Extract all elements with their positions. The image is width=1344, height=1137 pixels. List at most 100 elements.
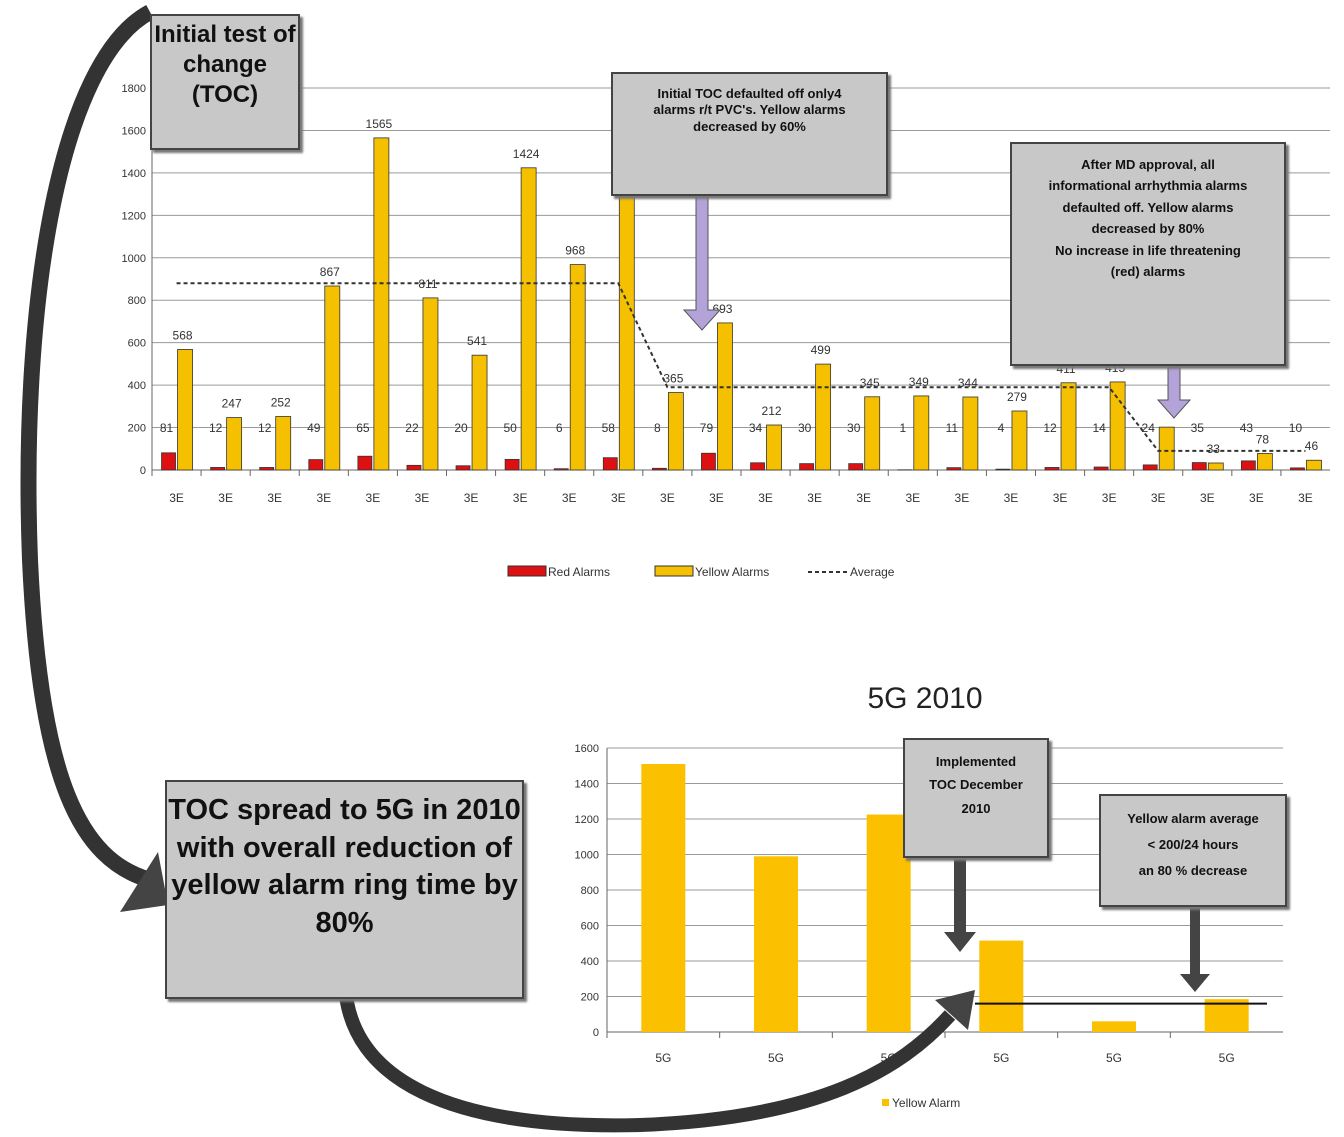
red-bar xyxy=(1093,466,1109,471)
chart-title: 5G 2010 xyxy=(867,682,982,715)
yellow-bar xyxy=(766,424,782,471)
callout-line: Initial TOC defaulted off only4 xyxy=(657,86,842,101)
red-bar-label: 10 xyxy=(1289,421,1303,435)
yellow-bar xyxy=(373,137,390,471)
red-bar-label: 49 xyxy=(307,421,321,435)
yellow-bar-label: 811 xyxy=(418,277,437,291)
yellow-bar-label: 33 xyxy=(1207,442,1221,456)
yellow-bar-label: 252 xyxy=(271,396,291,410)
x-tick-label: 3E xyxy=(1151,491,1166,505)
yellow-bar xyxy=(641,763,686,1032)
y-tick-label: 1200 xyxy=(575,814,599,826)
x-tick-label: 3E xyxy=(905,491,920,505)
yellow-bar xyxy=(226,417,243,471)
yellow-bar xyxy=(324,285,341,471)
y-tick-label: 200 xyxy=(128,423,146,435)
callout-line: change xyxy=(182,51,268,78)
yellow-bar-label: 968 xyxy=(565,244,585,258)
red-bar xyxy=(995,468,1011,471)
red-bar-label: 6 xyxy=(556,421,563,435)
red-bar-label: 8 xyxy=(654,421,661,435)
red-bar xyxy=(1290,467,1305,471)
red-bar-label: 24 xyxy=(1142,421,1156,435)
red-bar-label: 50 xyxy=(503,421,517,435)
yellow-bar xyxy=(1306,459,1322,471)
x-tick-label: 3E xyxy=(709,491,724,505)
average-line xyxy=(176,282,1306,452)
red-bar xyxy=(259,467,275,471)
red-bar-label: 58 xyxy=(602,421,616,435)
callout-md-approval: After MD approval, all informational arr… xyxy=(1010,142,1286,366)
legend-label-red: Red Alarms xyxy=(548,565,610,579)
red-bar-label: 12 xyxy=(209,421,223,435)
legend-label-yellow: Yellow Alarms xyxy=(695,565,769,579)
x-tick-label: 5G xyxy=(655,1051,671,1065)
y-tick-label: 0 xyxy=(140,465,146,477)
yellow-bar xyxy=(864,396,881,471)
yellow-bar xyxy=(471,354,488,471)
yellow-bar-label: 349 xyxy=(909,375,929,389)
callout-implemented: Implemented TOC December 2010 xyxy=(903,738,1049,858)
yellow-bar xyxy=(1207,462,1224,471)
yellow-bar xyxy=(815,363,832,471)
yellow-bar xyxy=(1092,1021,1136,1032)
red-bar-label: 4 xyxy=(998,421,1005,435)
yellow-bar-label: 867 xyxy=(320,265,340,279)
legend-label-yellow: Yellow Alarm xyxy=(892,1096,960,1110)
callout-line: (red) alarms xyxy=(1110,264,1186,280)
y-tick-label: 400 xyxy=(128,380,146,392)
callout-line: (TOC) xyxy=(191,81,259,108)
x-tick-label: 3E xyxy=(807,491,822,505)
y-tick-label: 800 xyxy=(128,295,146,307)
x-tick-label: 3E xyxy=(856,491,871,505)
y-tick-label: 1200 xyxy=(122,210,146,222)
legend-swatch-red xyxy=(507,565,547,577)
callout-5g-spread: TOC spread to 5G in 2010 with overall re… xyxy=(165,780,524,999)
callout-line: TOC December xyxy=(929,777,1023,793)
red-bar xyxy=(210,467,226,471)
x-tick-label: 3E xyxy=(267,491,282,505)
red-bar xyxy=(161,452,176,471)
red-bar xyxy=(1044,467,1060,471)
x-tick-label: 3E xyxy=(366,491,381,505)
red-bar xyxy=(946,467,962,471)
red-bar-label: 30 xyxy=(798,421,812,435)
yellow-bar-label: 365 xyxy=(663,372,683,386)
x-tick-label: 3E xyxy=(1298,491,1313,505)
red-bar xyxy=(1240,460,1256,471)
x-tick-label: 3E xyxy=(169,491,184,505)
red-bar-label: 22 xyxy=(405,421,419,435)
red-bar xyxy=(357,455,373,471)
yellow-bar-label: 1565 xyxy=(366,117,393,131)
yellow-bar xyxy=(667,392,684,471)
y-tick-label: 600 xyxy=(128,338,146,350)
yellow-bar xyxy=(275,416,292,471)
yellow-bar xyxy=(422,297,439,471)
yellow-bar-label: 212 xyxy=(762,404,782,418)
yellow-bar-label: 247 xyxy=(222,397,242,411)
callout-line: yellow alarm ring time by xyxy=(171,869,518,902)
callout-line: No increase in life threatening xyxy=(1055,242,1241,258)
callout-line: TOC spread to 5G in 2010 xyxy=(168,794,521,826)
yellow-bar-label: 279 xyxy=(1007,390,1027,404)
red-bar-label: 20 xyxy=(454,421,468,435)
legend-swatch-yellow xyxy=(882,1099,889,1106)
red-bar-label: 12 xyxy=(258,421,272,435)
callout-line: After MD approval, all xyxy=(1081,157,1215,172)
callout-line: informational arrhythmia alarms xyxy=(1048,178,1248,194)
red-bar-label: 11 xyxy=(946,421,959,435)
callout-toc-defaulted: Initial TOC defaulted off only4 alarms r… xyxy=(611,72,888,196)
callout-line: 2010 xyxy=(961,800,991,816)
red-bar-label: 35 xyxy=(1191,421,1205,435)
red-bar xyxy=(1191,462,1207,471)
yellow-bar-label: 541 xyxy=(467,334,487,348)
red-bar-label: 30 xyxy=(847,421,861,435)
red-bar xyxy=(651,467,667,471)
red-bar xyxy=(455,465,471,471)
red-bar xyxy=(553,468,569,471)
red-bar-label: 65 xyxy=(356,421,370,435)
y-tick-label: 1600 xyxy=(122,125,146,137)
red-bar-label: 79 xyxy=(700,421,714,435)
red-bar-label: 34 xyxy=(749,421,763,435)
y-tick-label: 1800 xyxy=(122,83,146,95)
